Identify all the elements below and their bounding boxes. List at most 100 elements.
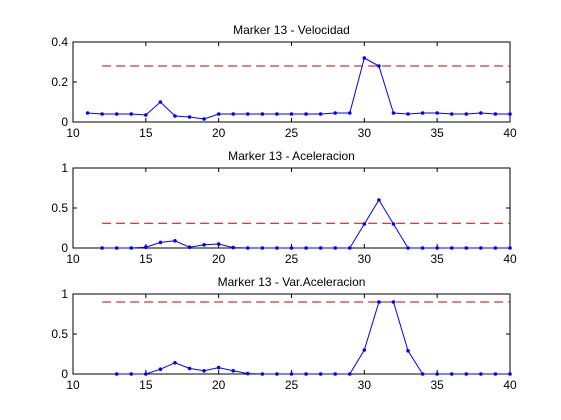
data-point: [347, 246, 352, 250]
data-point: [289, 112, 294, 116]
x-tick-label: 15: [139, 126, 153, 140]
data-point: [246, 112, 250, 116]
data-point: [391, 300, 396, 304]
data-point: [202, 243, 206, 247]
data-point: [318, 372, 323, 376]
data-point: [114, 372, 119, 376]
y-tick-label: 1: [61, 287, 68, 301]
data-point: [202, 117, 206, 121]
data-point: [173, 239, 177, 243]
data-point: [275, 372, 279, 376]
data-point: [435, 111, 439, 115]
subplot-1: Marker 13 - Velocidad 10 15 20 25 30 35 40 0 0.2 0…: [51, 23, 517, 140]
series-line: [87, 57, 510, 120]
data-point: [333, 246, 338, 250]
x-tick-label: 25: [285, 126, 299, 140]
data-point: [420, 246, 425, 250]
x-tick-label: 40: [503, 252, 517, 266]
data-point: [479, 372, 483, 376]
data-point: [216, 242, 221, 246]
x-tick-label: 25: [285, 252, 299, 266]
data-point: [508, 372, 512, 376]
data-point: [493, 372, 498, 376]
data-point: [391, 111, 396, 115]
x-tick-label: 20: [212, 126, 226, 140]
y-tick-label: 0.5: [51, 201, 68, 215]
data-point: [304, 372, 308, 376]
x-tick-label: 25: [285, 378, 299, 392]
data-point: [158, 367, 163, 372]
data-point: [347, 111, 352, 115]
data-point: [347, 372, 352, 376]
x-tick-label: 30: [358, 252, 372, 266]
data-point: [318, 112, 323, 116]
data-point: [114, 246, 119, 250]
data-point: [449, 246, 454, 250]
data-point: [508, 246, 512, 250]
data-point: [85, 111, 90, 115]
data-point: [289, 372, 294, 376]
data-point: [246, 371, 250, 376]
data-point: [260, 246, 265, 250]
data-point: [144, 113, 148, 117]
data-point: [377, 300, 381, 304]
y-tick-label: 0: [61, 367, 68, 381]
subplot-title: Marker 13 - Var.Aceleracion: [218, 275, 366, 289]
x-tick-label: 35: [430, 378, 444, 392]
x-tick-label: 30: [358, 126, 372, 140]
x-tick-label: 35: [430, 252, 444, 266]
data-point: [231, 112, 236, 116]
x-tick-label: 20: [212, 378, 226, 392]
data-point: [377, 198, 381, 202]
data-point: [129, 372, 134, 376]
x-tick-label: 10: [66, 252, 80, 266]
data-point: [377, 64, 381, 68]
data-point: [508, 112, 512, 116]
x-tick-label: 35: [430, 126, 444, 140]
data-point: [479, 246, 483, 250]
y-tick-label: 1: [61, 161, 68, 175]
data-point: [406, 112, 410, 116]
data-point: [493, 112, 498, 116]
x-tick-label: 15: [139, 378, 153, 392]
data-point: [464, 112, 469, 116]
x-tick-label: 10: [66, 378, 80, 392]
data-point: [479, 111, 483, 115]
data-point: [158, 240, 163, 245]
data-point: [362, 222, 367, 226]
data-point: [435, 372, 439, 376]
data-point: [100, 246, 104, 250]
data-point: [304, 246, 308, 250]
data-point: [493, 246, 498, 250]
y-tick-label: 0.4: [51, 35, 68, 49]
series-line: [116, 301, 510, 375]
data-point: [187, 245, 192, 249]
data-point: [173, 114, 177, 118]
x-tick-label: 10: [66, 126, 80, 140]
data-point: [304, 112, 308, 116]
data-point: [333, 372, 338, 376]
data-point: [100, 112, 104, 116]
y-tick-label: 0.2: [51, 75, 68, 89]
x-tick-label: 30: [358, 378, 372, 392]
data-point: [362, 56, 367, 60]
data-point: [275, 246, 279, 250]
data-point: [158, 100, 163, 104]
subplot-title: Marker 13 - Aceleracion: [228, 149, 355, 163]
x-tick-label: 40: [503, 378, 517, 392]
data-point: [362, 348, 367, 352]
data-point: [275, 112, 279, 116]
data-point: [260, 372, 265, 376]
y-tick-label: 0: [61, 241, 68, 255]
data-point: [187, 115, 192, 119]
y-tick-label: 0: [61, 115, 68, 129]
data-point: [289, 246, 294, 250]
data-point: [202, 369, 206, 373]
data-point: [187, 366, 192, 371]
data-point: [231, 369, 236, 373]
data-point: [216, 112, 221, 116]
data-point: [173, 361, 177, 365]
